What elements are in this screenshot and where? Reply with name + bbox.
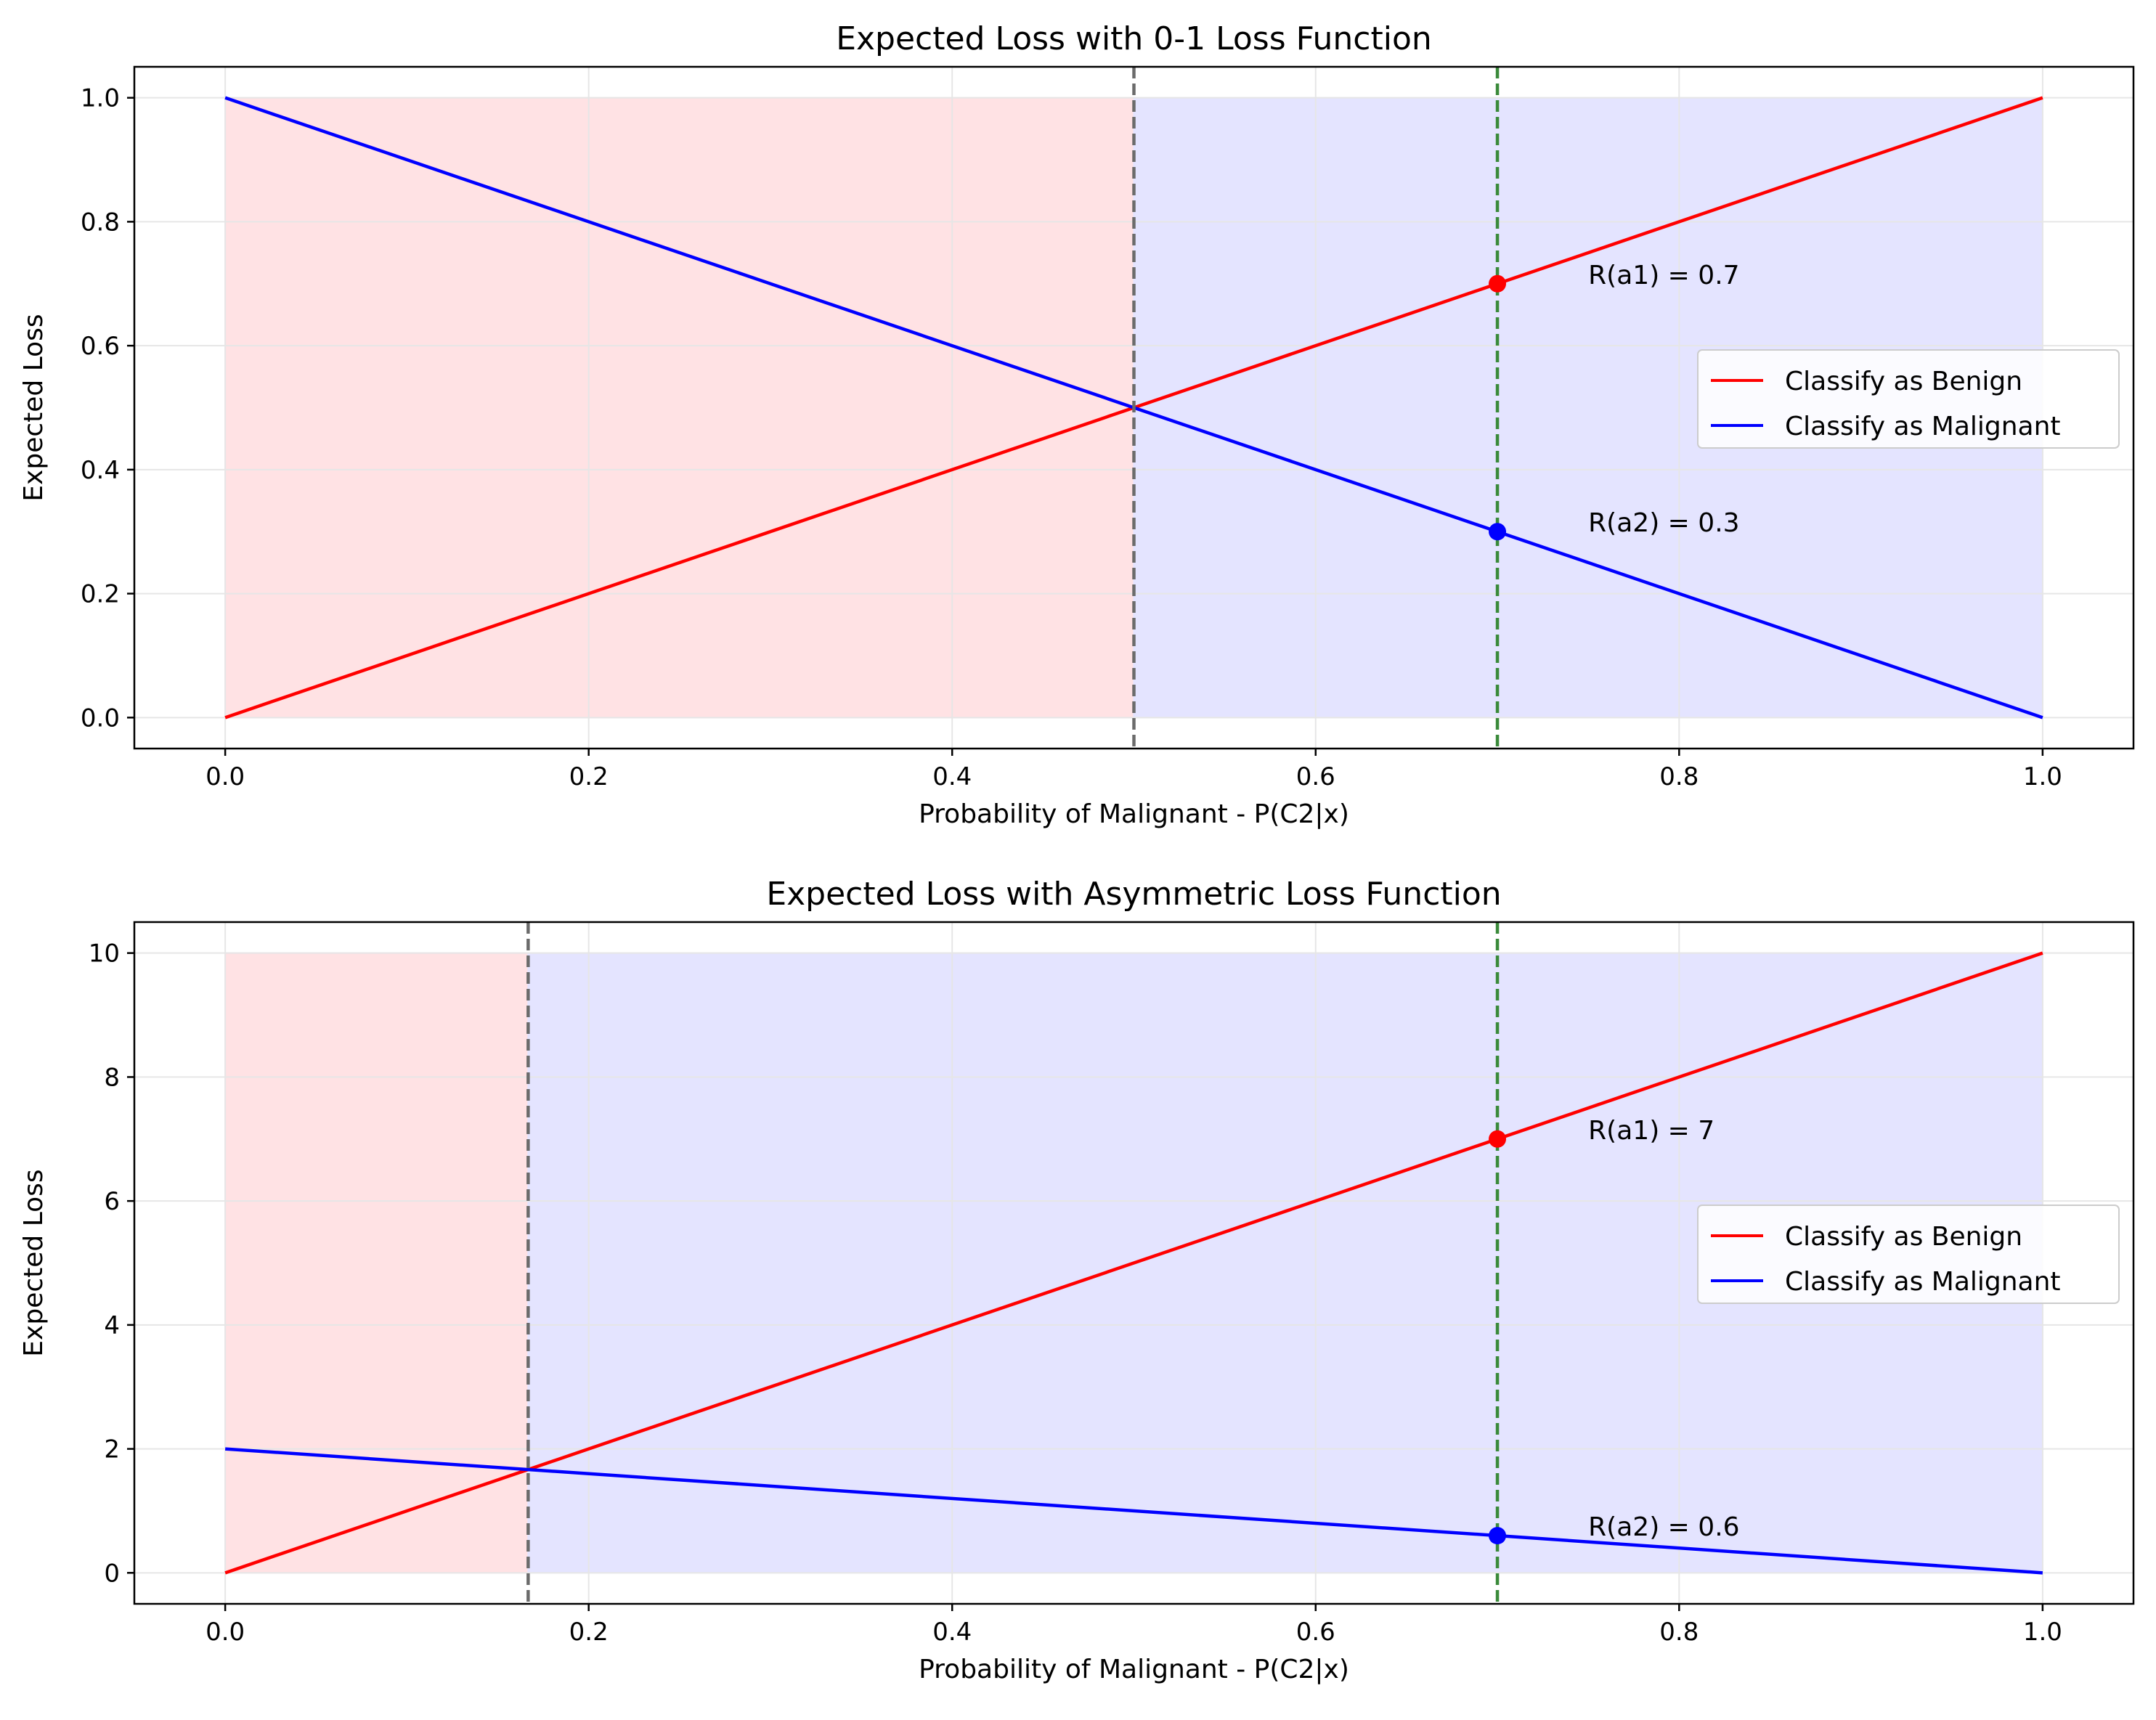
y-tick-label: 0.6 xyxy=(81,332,120,361)
x-tick-label: 0.6 xyxy=(1296,1618,1335,1647)
region-benign xyxy=(224,97,1135,719)
x-tick-label: 0.4 xyxy=(932,762,972,791)
y-tick-label: 0.8 xyxy=(81,208,120,237)
legend-box xyxy=(1697,349,2120,449)
vertical-lines xyxy=(526,922,1500,1604)
annotation-r-a1: R(a1) = 0.7 xyxy=(1588,261,1739,290)
annotation-r-a2: R(a2) = 0.3 xyxy=(1588,508,1739,538)
legend: Classify as Benign Classify as Malignant xyxy=(1697,1205,2120,1304)
x-tick-label: 0.6 xyxy=(1296,762,1335,791)
marker-points xyxy=(1489,1130,1507,1545)
region-benign xyxy=(224,952,529,1574)
series-lines xyxy=(224,951,2043,1575)
y-tick-label: 8 xyxy=(104,1063,120,1092)
chart-asymmetric-loss: 0.0 0.2 0.4 0.6 0.8 1.0 0 2 4 6 8 10 Expected Loss … xyxy=(19,876,2135,1684)
plot-frame xyxy=(133,65,2135,750)
legend-box xyxy=(1697,1205,2120,1304)
vertical-lines xyxy=(1132,67,1500,749)
x-tick-label: 0.0 xyxy=(206,1618,245,1647)
y-tick-label: 0.0 xyxy=(81,704,120,733)
axis-ticks: 0.0 0.2 0.4 0.6 0.8 1.0 0 2 4 6 8 10 xyxy=(89,940,2062,1647)
y-axis-label: Expected Loss xyxy=(19,314,49,501)
series-classify-as-malignant xyxy=(224,1447,2043,1575)
x-tick-label: 0.4 xyxy=(932,1618,972,1647)
x-axis-label: Probability of Malignant - P(C2|x) xyxy=(919,1655,1349,1684)
point-r-a2 xyxy=(1489,523,1507,541)
decision-regions xyxy=(224,97,2043,719)
legend-label-malignant: Classify as Malignant xyxy=(1785,412,2061,441)
legend-label-benign: Classify as Benign xyxy=(1785,367,2022,396)
y-tick-label: 2 xyxy=(104,1435,120,1464)
x-tick-label: 1.0 xyxy=(2023,1618,2062,1647)
plot-frame xyxy=(133,921,2135,1605)
gridlines xyxy=(134,922,2133,1604)
chart-title: Expected Loss with Asymmetric Loss Funct… xyxy=(766,876,1501,913)
x-axis-label: Probability of Malignant - P(C2|x) xyxy=(919,799,1349,829)
point-r-a2 xyxy=(1489,1527,1507,1545)
decision-regions xyxy=(224,952,2043,1574)
y-tick-label: 0.4 xyxy=(81,456,120,485)
y-axis-label: Expected Loss xyxy=(19,1169,49,1356)
legend-label-benign: Classify as Benign xyxy=(1785,1222,2022,1252)
annotation-r-a2: R(a2) = 0.6 xyxy=(1588,1512,1739,1542)
legend: Classify as Benign Classify as Malignant xyxy=(1697,349,2120,449)
legend-label-malignant: Classify as Malignant xyxy=(1785,1267,2061,1297)
x-tick-label: 0.2 xyxy=(569,1618,609,1647)
y-tick-label: 0 xyxy=(104,1559,120,1588)
marker-points xyxy=(1489,274,1507,541)
y-tick-label: 0.2 xyxy=(81,580,120,609)
point-r-a1 xyxy=(1489,274,1507,293)
y-tick-label: 1.0 xyxy=(81,84,120,113)
x-tick-label: 0.2 xyxy=(569,762,609,791)
x-tick-label: 0.8 xyxy=(1659,1618,1699,1647)
chart-zero-one-loss: 0.0 0.2 0.4 0.6 0.8 1.0 0.0 0.2 0.4 0.6 0.8 1.0 Exp… xyxy=(19,20,2135,829)
x-tick-label: 0.8 xyxy=(1659,762,1699,791)
y-tick-label: 10 xyxy=(89,940,120,969)
x-tick-label: 0.0 xyxy=(206,762,245,791)
x-tick-label: 1.0 xyxy=(2023,762,2062,791)
annotation-r-a1: R(a1) = 7 xyxy=(1588,1116,1714,1146)
axis-ticks: 0.0 0.2 0.4 0.6 0.8 1.0 0.0 0.2 0.4 0.6 0.8 1.0 xyxy=(81,84,2062,791)
point-r-a1 xyxy=(1489,1130,1507,1148)
y-tick-label: 6 xyxy=(104,1187,120,1216)
y-tick-label: 4 xyxy=(104,1311,120,1340)
gridlines xyxy=(134,67,2133,749)
chart-title: Expected Loss with 0-1 Loss Function xyxy=(836,20,1432,57)
